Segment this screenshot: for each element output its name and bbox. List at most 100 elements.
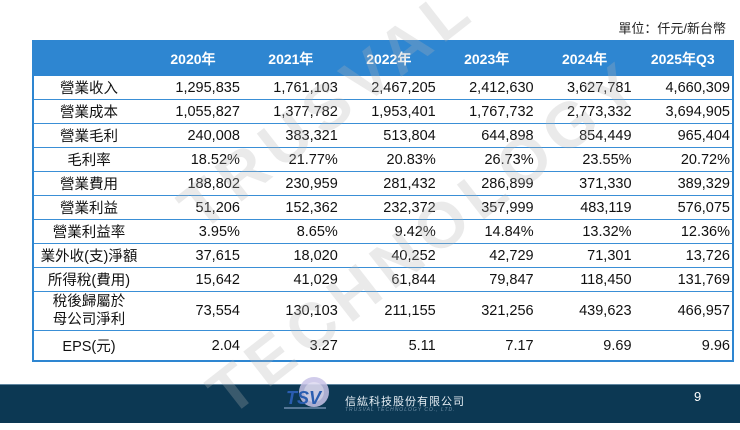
table-cell: 79,847	[437, 267, 536, 292]
table-cell: 61,844	[339, 267, 438, 292]
row-label: 毛利率	[33, 147, 144, 172]
table-cell: 3,694,905	[633, 99, 733, 124]
table-cell: 14.84%	[437, 219, 536, 244]
table-row: 營業收入 1,295,835 1,761,103 2,467,205 2,412,630…	[33, 76, 733, 100]
row-label-line: 稅後歸屬於	[52, 294, 126, 310]
table-cell: 357,999	[437, 195, 536, 220]
table-cell: 281,432	[339, 171, 438, 196]
table-cell: 232,372	[339, 195, 438, 220]
table-cell: 118,450	[535, 267, 634, 292]
table-cell: 466,957	[633, 291, 733, 331]
row-label: 營業毛利	[33, 123, 144, 148]
table-row: 營業利益 51,206 152,362 232,372 357,999 483,119 57…	[33, 195, 733, 220]
table-cell: 41,029	[241, 267, 340, 292]
table-cell: 3.95%	[144, 219, 242, 244]
table-cell: 21.77%	[241, 147, 340, 172]
table-cell: 12.36%	[633, 219, 733, 244]
table-cell: 3,627,781	[535, 76, 634, 100]
table-cell: 286,899	[437, 171, 536, 196]
table-row: 營業成本 1,055,827 1,377,782 1,953,401 1,767,732…	[33, 99, 733, 124]
table-cell: 576,075	[633, 195, 733, 220]
table-cell: 13.32%	[535, 219, 634, 244]
table-cell: 37,615	[144, 243, 242, 268]
table-cell: 9.42%	[339, 219, 438, 244]
table-cell: 23.55%	[535, 147, 634, 172]
column-header: 2023年	[437, 41, 536, 76]
table-cell: 1,377,782	[241, 99, 340, 124]
table-cell: 1,761,103	[241, 76, 340, 100]
table-cell: 2.04	[211, 337, 240, 354]
table-cell: 3.27	[309, 337, 338, 354]
table-cell: 1,055,827	[144, 99, 242, 124]
table-cell: 371,330	[535, 171, 634, 196]
table-cell: 439,623	[535, 291, 634, 331]
table-cell: 7.17	[505, 337, 534, 354]
row-label: 營業利益	[33, 195, 144, 220]
row-label: 營業成本	[33, 99, 144, 124]
table-cell: 513,804	[339, 123, 438, 148]
table-cell: 854,449	[535, 123, 634, 148]
table-cell: 644,898	[437, 123, 536, 148]
company-name: 信紘科技股份有限公司	[345, 396, 465, 408]
company-name-en: TRUSVAL TECHNOLOGY CO., LTD.	[345, 407, 456, 413]
table-cell: 965,404	[633, 123, 733, 148]
column-header: 2025年Q3	[633, 41, 733, 76]
table-cell: 1,953,401	[339, 99, 438, 124]
row-label: 所得稅(費用)	[33, 267, 144, 292]
column-header: 2024年	[535, 41, 634, 76]
table-row: 稅後歸屬於 母公司淨利 73,554 130,103 211,155 321,256 439…	[33, 291, 733, 331]
row-label-line: 母公司淨利	[52, 312, 126, 328]
table-cell: 5.11	[408, 337, 436, 354]
column-header: 2020年	[144, 41, 242, 76]
table-cell: 40,252	[339, 243, 438, 268]
row-label: 營業費用	[33, 171, 144, 196]
table-cell: 4,660,309	[633, 76, 733, 100]
page-number: 9	[694, 389, 702, 404]
table-cell: 18,020	[241, 243, 340, 268]
table-cell: 230,959	[241, 171, 340, 196]
table-row: 所得稅(費用) 15,642 41,029 61,844 79,847 118,450 13…	[33, 267, 733, 292]
table-cell: 321,256	[437, 291, 536, 331]
table-row: 業外收(支)淨額 37,615 18,020 40,252 42,729 71,301 13…	[33, 243, 733, 268]
table-cell: 71,301	[535, 243, 634, 268]
row-label: 營業利益率	[33, 219, 144, 244]
table-cell: 131,769	[633, 267, 733, 292]
table-cell: 389,329	[633, 171, 733, 196]
company-logo: TSV	[284, 377, 329, 409]
table-cell: 51,206	[144, 195, 242, 220]
table-row: 營業毛利 240,008 383,321 513,804 644,898 854,449 9…	[33, 123, 733, 148]
unit-label: 單位：仟元/新台幣	[618, 21, 726, 36]
table-cell: 26.73%	[437, 147, 536, 172]
table-cell: 8.65%	[241, 219, 340, 244]
header-blank	[33, 41, 144, 76]
column-header: 2021年	[241, 41, 340, 76]
column-header: 2022年	[339, 41, 438, 76]
row-label: 稅後歸屬於母公司淨利	[33, 291, 144, 331]
table-cell: 15,642	[144, 267, 242, 292]
row-label: 營業收入	[33, 76, 144, 100]
table-cell: 20.83%	[339, 147, 438, 172]
table-cell: 130,103	[241, 291, 340, 331]
table-cell: 483,119	[535, 195, 634, 220]
table-row: 營業費用 188,802 230,959 281,432 286,899 371,330 3…	[33, 171, 733, 196]
table-cell: 2,467,205	[339, 76, 438, 100]
table-cell: 240,008	[144, 123, 242, 148]
table-cell: 1,295,835	[144, 76, 242, 100]
table-cell: 9.96	[701, 337, 730, 354]
table-header-row: 2020年 2021年 2022年 2023年 2024年 2025年Q3	[33, 41, 733, 76]
table-cell: 9.69	[603, 337, 632, 354]
row-label: 業外收(支)淨額	[33, 243, 144, 268]
table-cell: 42,729	[437, 243, 536, 268]
table-cell: 188,802	[144, 171, 242, 196]
table-cell: 18.52%	[144, 147, 242, 172]
table-row: EPS(元) 2.04 3.27 5.11 7.17 9.69 9.96	[33, 331, 733, 362]
table-row: 營業利益率 3.95% 8.65% 9.42% 14.84% 13.32% 12.36%	[33, 219, 733, 244]
table-cell: 211,155	[339, 291, 438, 331]
table-cell: 20.72%	[633, 147, 733, 172]
table-cell: 13,726	[633, 243, 733, 268]
table-cell: 383,321	[241, 123, 340, 148]
footer-bar	[0, 384, 740, 423]
svg-text:TSV: TSV	[286, 388, 323, 408]
row-label: EPS(元)	[62, 339, 116, 355]
financial-table: 2020年 2021年 2022年 2023年 2024年 2025年Q3 營業收入 1,2…	[32, 40, 734, 362]
